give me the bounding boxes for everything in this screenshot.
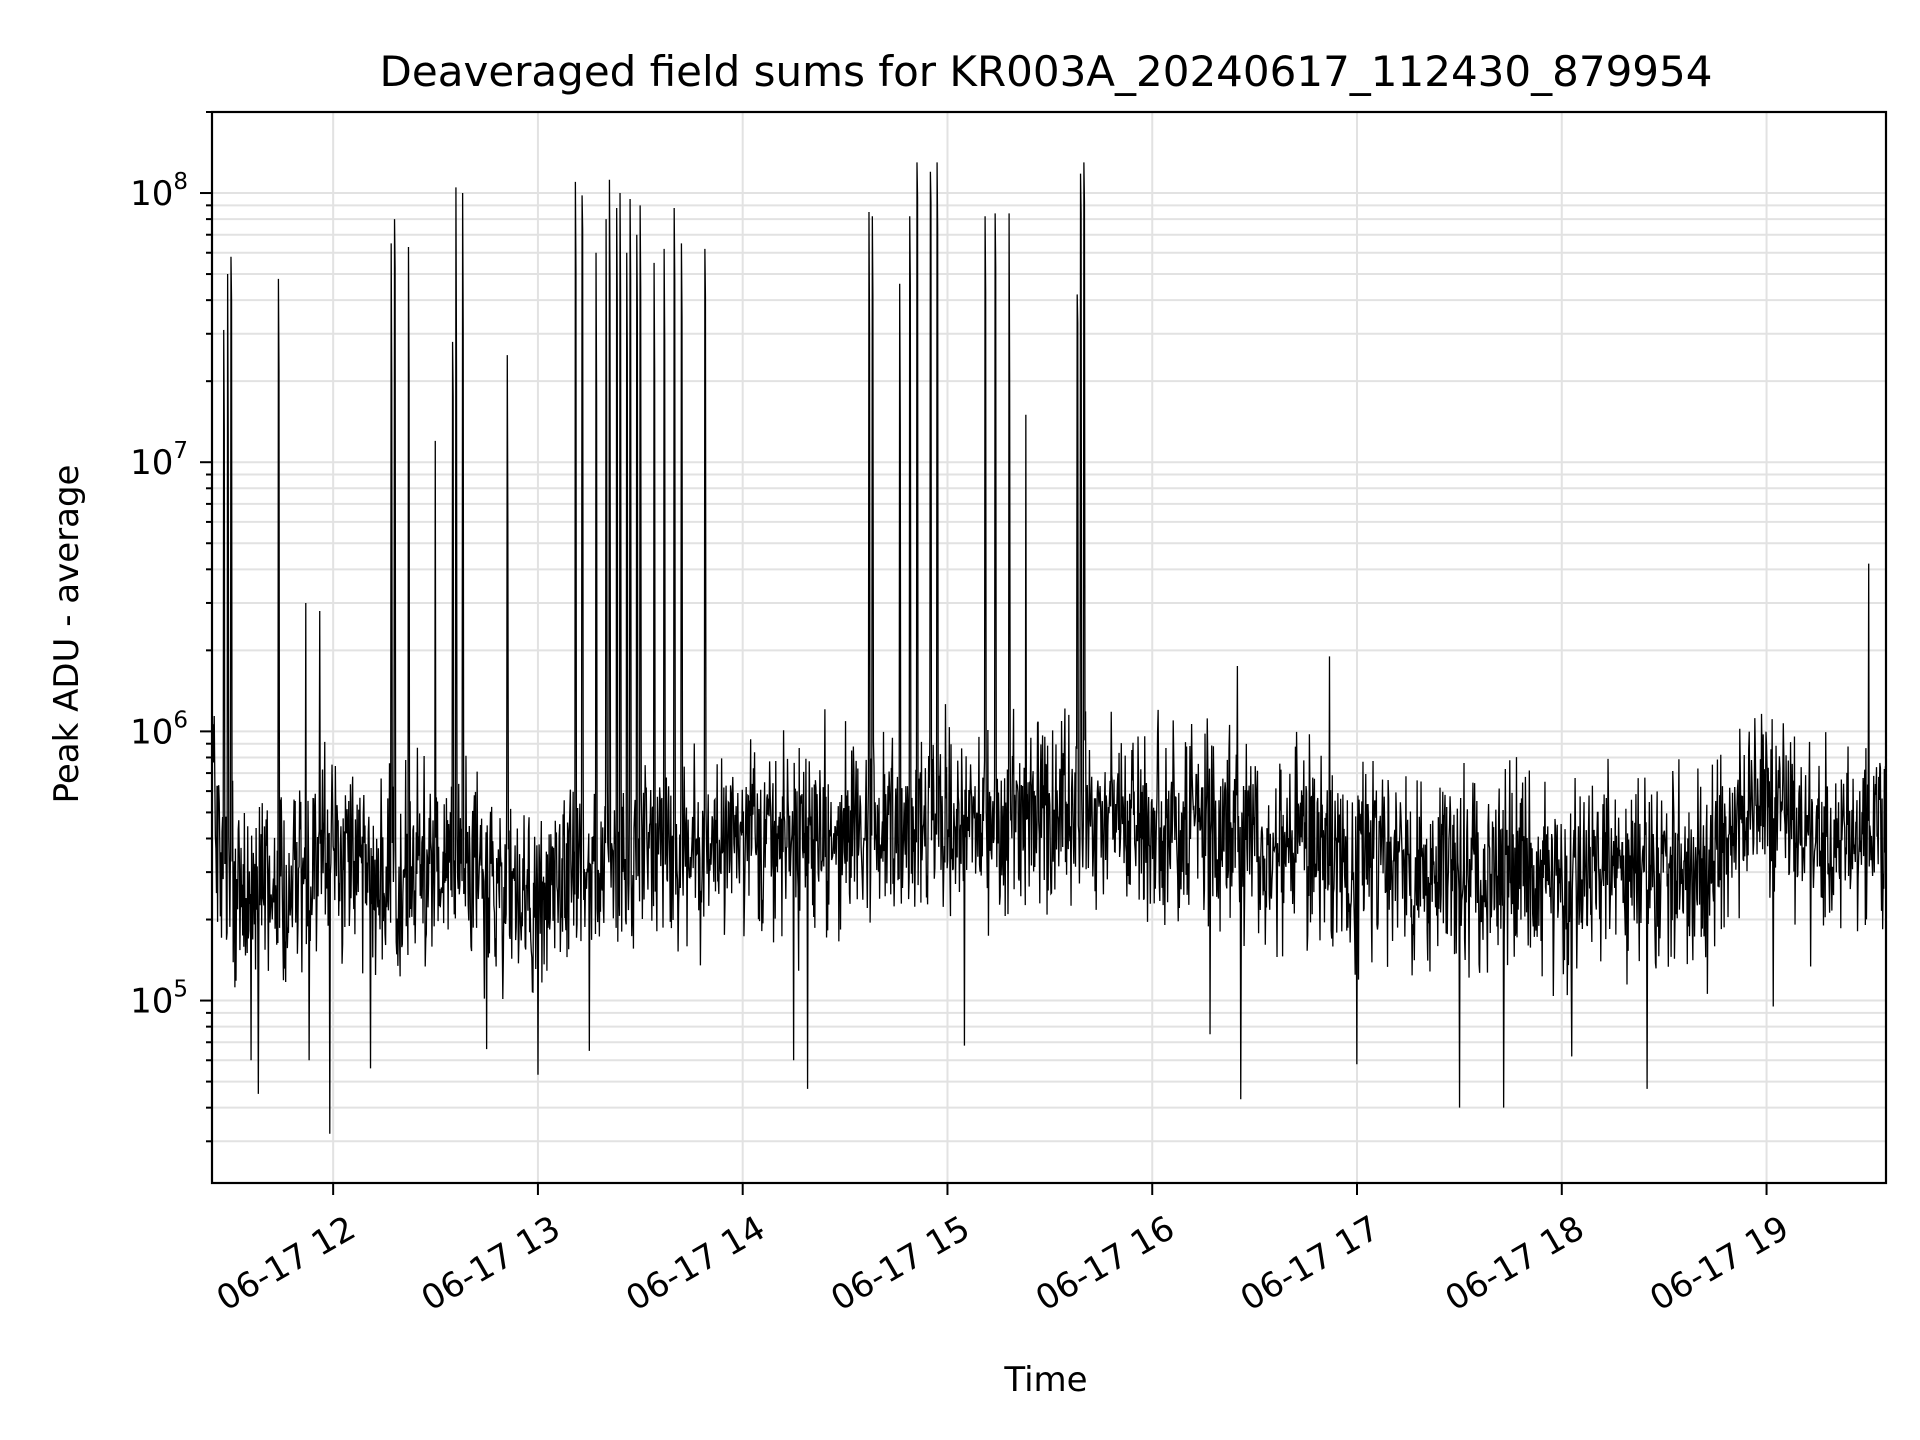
x-tick-label: 06-17 15: [824, 1208, 976, 1319]
x-tick-label: 06-17 18: [1439, 1208, 1591, 1319]
y-tick-base: 10: [130, 712, 173, 752]
y-tick-base: 10: [130, 982, 173, 1022]
x-tick-label: 06-17 16: [1029, 1208, 1181, 1319]
y-tick-label: 108: [130, 169, 188, 214]
chart-title: Deaveraged field sums for KR003A_2024061…: [380, 47, 1713, 96]
y-axis-label: Peak ADU - average: [47, 465, 87, 804]
y-tick-exponent: 6: [173, 707, 188, 733]
y-tick-exponent: 5: [173, 977, 188, 1003]
x-tick-label: 06-17 12: [210, 1208, 362, 1319]
plot-frame: [210, 110, 1888, 1185]
y-tick-label: 106: [130, 707, 188, 752]
y-tick-base: 10: [130, 443, 173, 483]
x-tick-label: 06-17 14: [620, 1208, 772, 1319]
y-tick-base: 10: [130, 174, 173, 214]
y-tick-label: 105: [130, 977, 188, 1022]
y-tick-label: 107: [130, 438, 188, 483]
y-tick-exponent: 8: [173, 169, 188, 195]
x-tick-label: 06-17 17: [1234, 1208, 1386, 1319]
x-axis: 06-17 12 06-17 13 06-17 14 06-17 15 06-17 16…: [210, 1183, 1796, 1319]
x-axis-label: Time: [1003, 1360, 1087, 1400]
y-tick-exponent: 7: [173, 438, 188, 464]
x-tick-label: 06-17 13: [415, 1208, 567, 1319]
x-tick-label: 06-17 19: [1643, 1208, 1795, 1319]
series-line: [212, 162, 1886, 1134]
